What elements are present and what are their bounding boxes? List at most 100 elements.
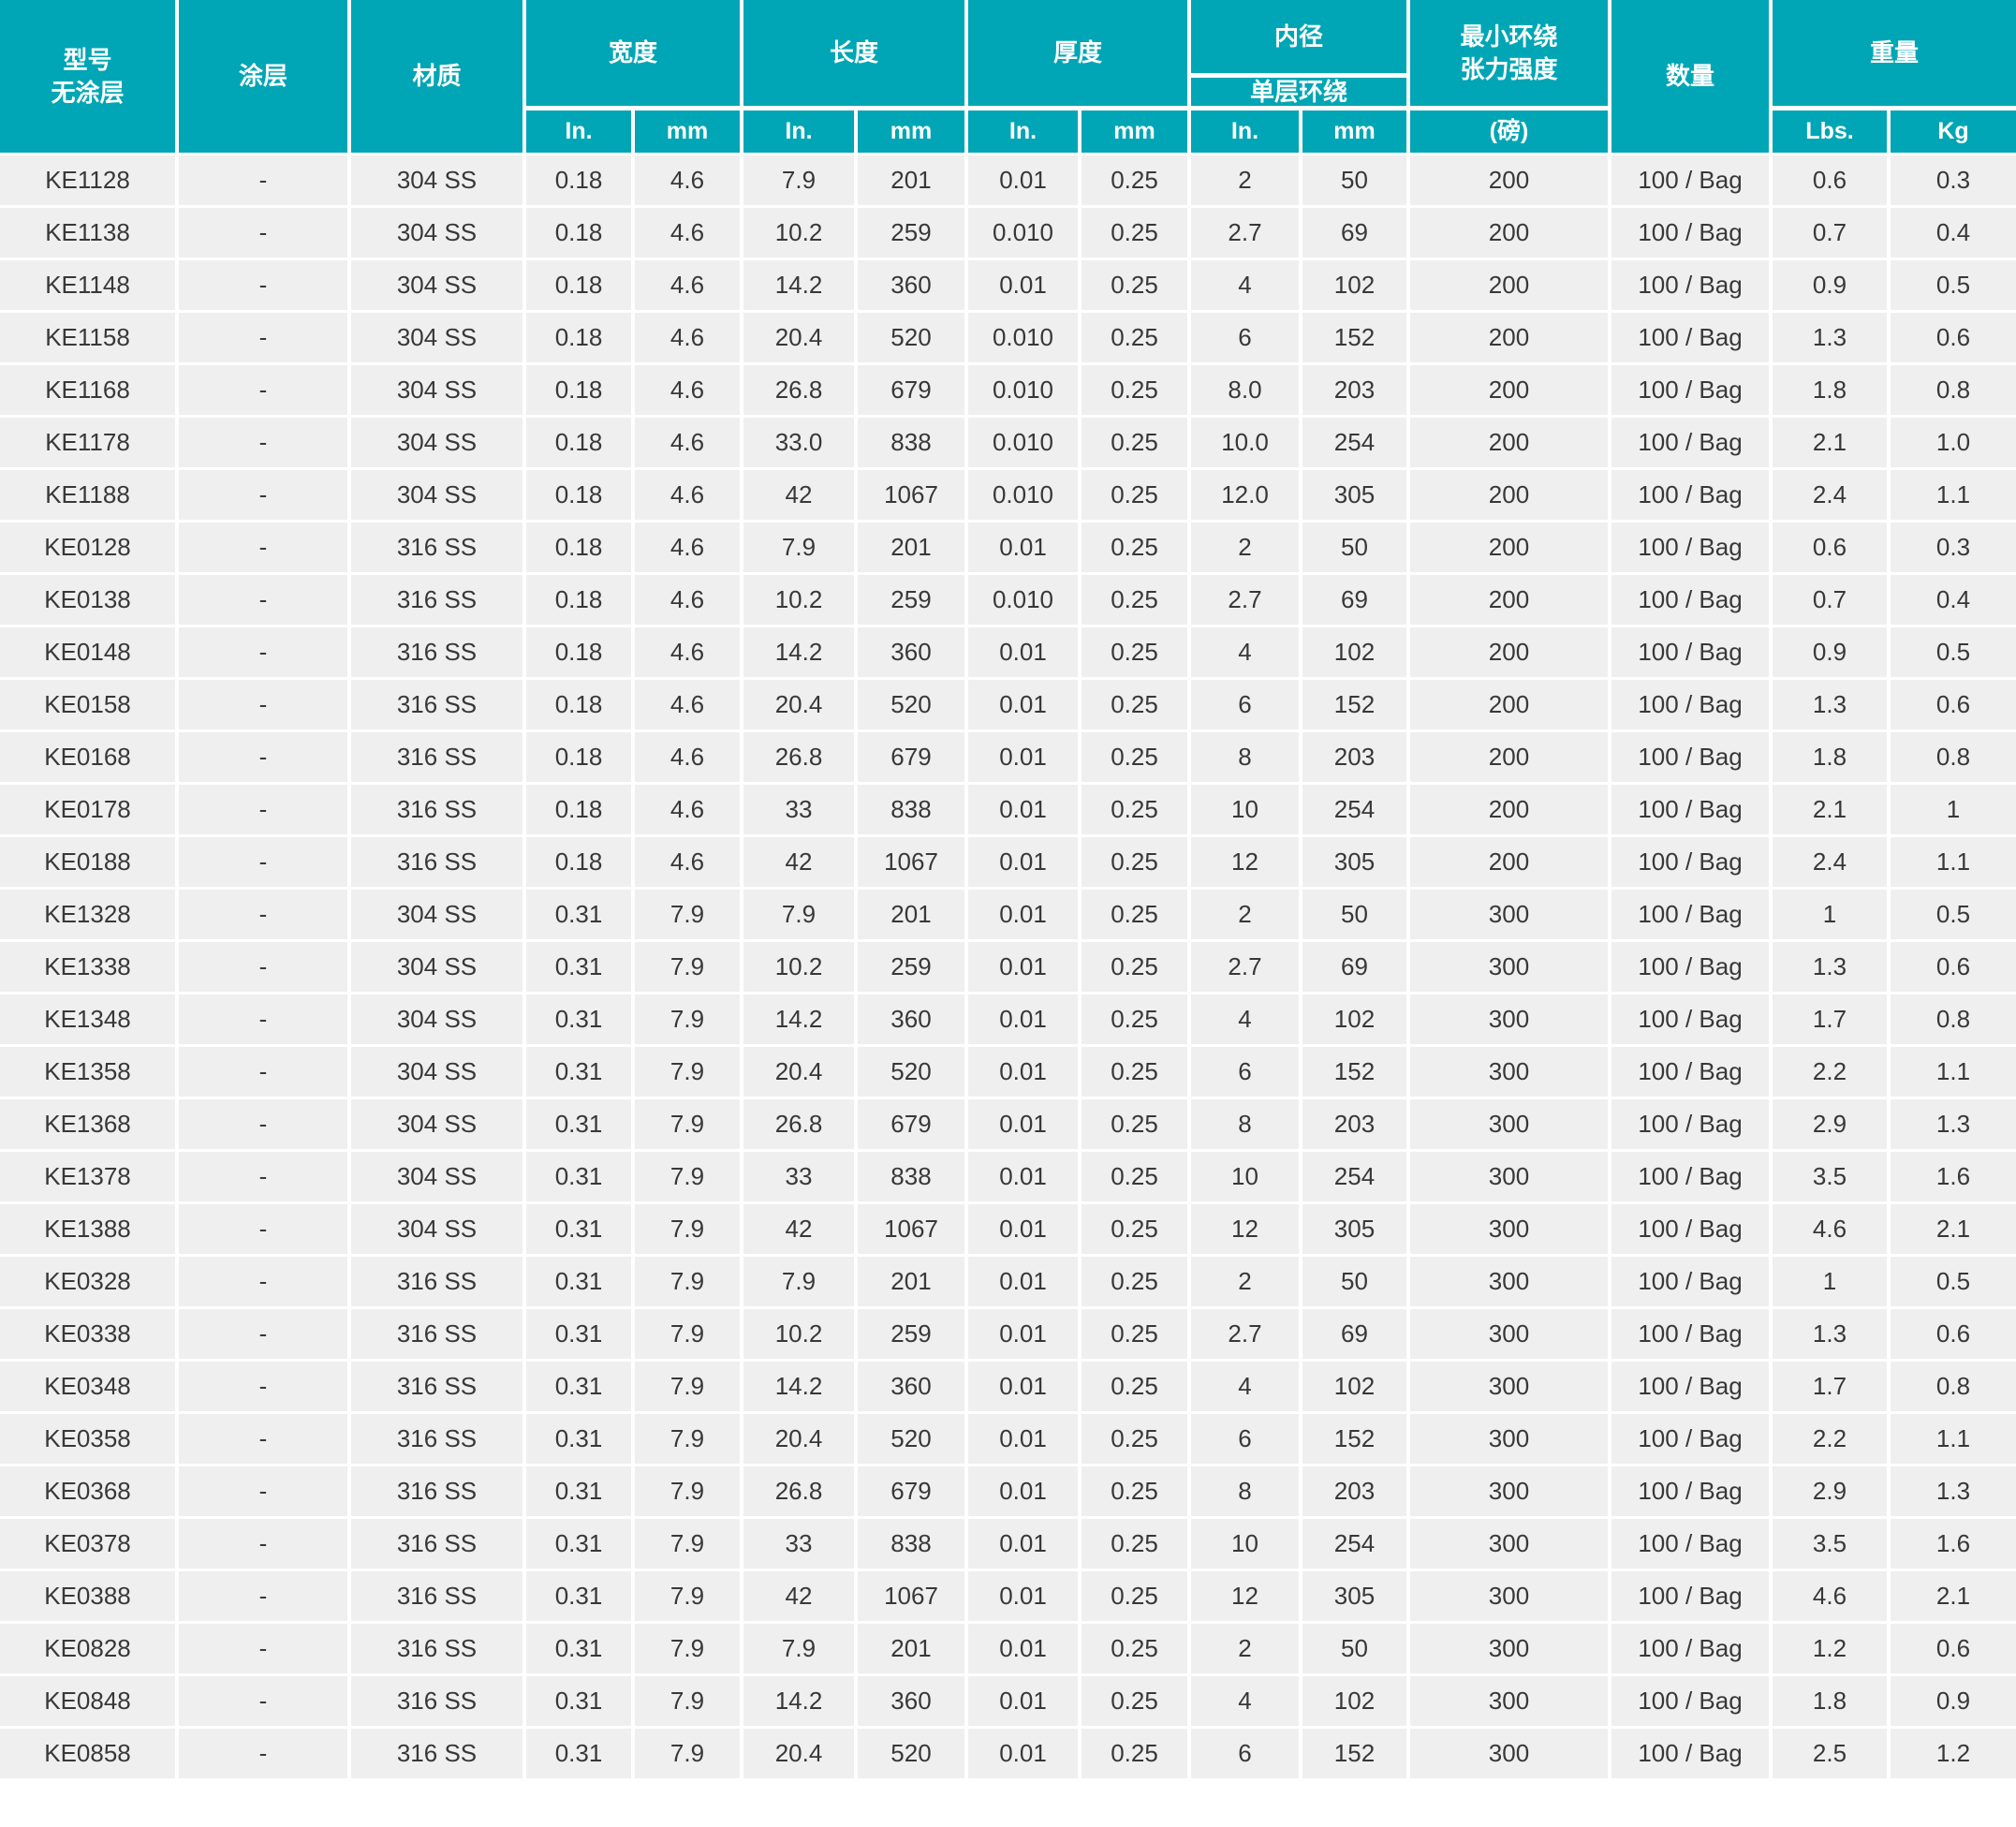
header-group-inner-diameter: 内径 — [1191, 0, 1406, 73]
header-cell-quantity: 数量 — [1611, 0, 1769, 153]
cell-width-mm: 7.9 — [635, 1047, 740, 1097]
cell-model: KE1168 — [0, 365, 175, 415]
cell-width-mm: 4.6 — [635, 680, 740, 729]
cell-weight-lbs: 0.9 — [1773, 627, 1887, 677]
cell-thickness-mm: 0.25 — [1082, 470, 1187, 520]
table-row: KE0158 - 316 SS 0.18 4.6 20.4 520 0.01 0… — [0, 680, 2016, 729]
cell-inner-diameter-mm: 152 — [1302, 313, 1406, 362]
cell-coating: - — [179, 260, 347, 310]
cell-weight-lbs: 2.4 — [1773, 837, 1887, 887]
cell-thickness-in: 0.01 — [968, 1099, 1078, 1149]
cell-thickness-mm: 0.25 — [1082, 942, 1187, 992]
cell-coating: - — [179, 680, 347, 729]
cell-weight-lbs: 1.8 — [1773, 365, 1887, 415]
cell-width-mm: 4.6 — [635, 208, 740, 258]
cell-width-in: 0.18 — [526, 680, 631, 729]
table-row: KE1178 - 304 SS 0.18 4.6 33.0 838 0.010 … — [0, 418, 2016, 467]
cell-length-mm: 201 — [858, 1257, 964, 1306]
cell-material: 304 SS — [351, 1099, 522, 1149]
cell-length-mm: 259 — [858, 208, 964, 258]
cell-thickness-mm: 0.25 — [1082, 732, 1187, 782]
cell-weight-kg: 1.6 — [1891, 1519, 2016, 1569]
table-row: KE0858 - 316 SS 0.31 7.9 20.4 520 0.01 0… — [0, 1729, 2016, 1778]
cell-length-mm: 201 — [858, 890, 964, 939]
cell-weight-lbs: 2.9 — [1773, 1466, 1887, 1516]
cell-weight-lbs: 1.3 — [1773, 680, 1887, 729]
cell-min-loop-tensile-strength: 300 — [1410, 1257, 1608, 1306]
cell-length-in: 20.4 — [743, 1414, 854, 1464]
cell-inner-diameter-mm: 305 — [1302, 470, 1406, 520]
cell-width-in: 0.18 — [526, 732, 631, 782]
cell-width-mm: 7.9 — [635, 1624, 740, 1673]
cell-weight-lbs: 3.5 — [1773, 1152, 1887, 1201]
cell-length-in: 33 — [743, 785, 854, 834]
cell-width-mm: 7.9 — [635, 890, 740, 939]
header-strength-line1: 最小环绕 — [1460, 22, 1558, 52]
cell-width-in: 0.18 — [526, 785, 631, 834]
header-group-thickness: 厚度 — [968, 0, 1187, 106]
cell-min-loop-tensile-strength: 200 — [1410, 680, 1608, 729]
cell-width-mm: 7.9 — [635, 1152, 740, 1201]
table-row: KE1368 - 304 SS 0.31 7.9 26.8 679 0.01 0… — [0, 1099, 2016, 1149]
table-row: KE0388 - 316 SS 0.31 7.9 42 1067 0.01 0.… — [0, 1571, 2016, 1621]
cell-thickness-in: 0.01 — [968, 1152, 1078, 1201]
cell-material: 316 SS — [351, 1676, 522, 1726]
cell-thickness-mm: 0.25 — [1082, 1047, 1187, 1097]
cell-coating: - — [179, 732, 347, 782]
cell-width-mm: 7.9 — [635, 1204, 740, 1254]
cell-min-loop-tensile-strength: 300 — [1410, 1362, 1608, 1411]
cell-length-mm: 1067 — [858, 1571, 964, 1621]
cell-weight-lbs: 1.8 — [1773, 732, 1887, 782]
table-row: KE1148 - 304 SS 0.18 4.6 14.2 360 0.01 0… — [0, 260, 2016, 310]
unit-cell-inner-diameter-in: In. — [1191, 111, 1299, 153]
cell-inner-diameter-mm: 69 — [1302, 575, 1406, 625]
cell-quantity: 100 / Bag — [1611, 1309, 1769, 1359]
cell-width-in: 0.18 — [526, 208, 631, 258]
cell-inner-diameter-in: 8 — [1191, 732, 1299, 782]
cell-inner-diameter-in: 8.0 — [1191, 365, 1299, 415]
cell-width-in: 0.31 — [526, 942, 631, 992]
cell-length-in: 10.2 — [743, 208, 854, 258]
cell-material: 304 SS — [351, 208, 522, 258]
cell-length-in: 10.2 — [743, 1309, 854, 1359]
cell-width-in: 0.31 — [526, 1676, 631, 1726]
cell-thickness-mm: 0.25 — [1082, 575, 1187, 625]
unit-cell-length-mm: mm — [858, 111, 964, 153]
cell-model: KE0328 — [0, 1257, 175, 1306]
cell-width-mm: 4.6 — [635, 155, 740, 205]
cell-length-mm: 1067 — [858, 837, 964, 887]
cell-inner-diameter-in: 2 — [1191, 1624, 1299, 1673]
cell-quantity: 100 / Bag — [1611, 1099, 1769, 1149]
cell-model: KE1158 — [0, 313, 175, 362]
cell-min-loop-tensile-strength: 300 — [1410, 1624, 1608, 1673]
cell-min-loop-tensile-strength: 300 — [1410, 942, 1608, 992]
cell-length-in: 10.2 — [743, 942, 854, 992]
cell-thickness-in: 0.01 — [968, 680, 1078, 729]
cell-width-in: 0.18 — [526, 575, 631, 625]
cell-length-in: 26.8 — [743, 1466, 854, 1516]
cell-model: KE0148 — [0, 627, 175, 677]
cell-width-mm: 7.9 — [635, 1099, 740, 1149]
cell-weight-lbs: 2.4 — [1773, 470, 1887, 520]
cell-weight-lbs: 2.2 — [1773, 1047, 1887, 1097]
cell-inner-diameter-mm: 102 — [1302, 995, 1406, 1044]
cell-width-in: 0.31 — [526, 1047, 631, 1097]
cell-thickness-mm: 0.25 — [1082, 418, 1187, 467]
cell-quantity: 100 / Bag — [1611, 208, 1769, 258]
cell-min-loop-tensile-strength: 200 — [1410, 155, 1608, 205]
table-row: KE1158 - 304 SS 0.18 4.6 20.4 520 0.010 … — [0, 313, 2016, 362]
cell-weight-lbs: 1.3 — [1773, 1309, 1887, 1359]
cell-thickness-mm: 0.25 — [1082, 1099, 1187, 1149]
cell-min-loop-tensile-strength: 300 — [1410, 1309, 1608, 1359]
cell-weight-lbs: 1.7 — [1773, 1362, 1887, 1411]
cell-model: KE1348 — [0, 995, 175, 1044]
cell-inner-diameter-mm: 203 — [1302, 365, 1406, 415]
cell-weight-kg: 1.3 — [1891, 1466, 2016, 1516]
cell-thickness-in: 0.01 — [968, 260, 1078, 310]
cell-weight-lbs: 1.3 — [1773, 942, 1887, 992]
cell-coating: - — [179, 837, 347, 887]
cell-thickness-mm: 0.25 — [1082, 627, 1187, 677]
cell-inner-diameter-mm: 152 — [1302, 1047, 1406, 1097]
cell-inner-diameter-mm: 305 — [1302, 837, 1406, 887]
cell-width-mm: 4.6 — [635, 785, 740, 834]
